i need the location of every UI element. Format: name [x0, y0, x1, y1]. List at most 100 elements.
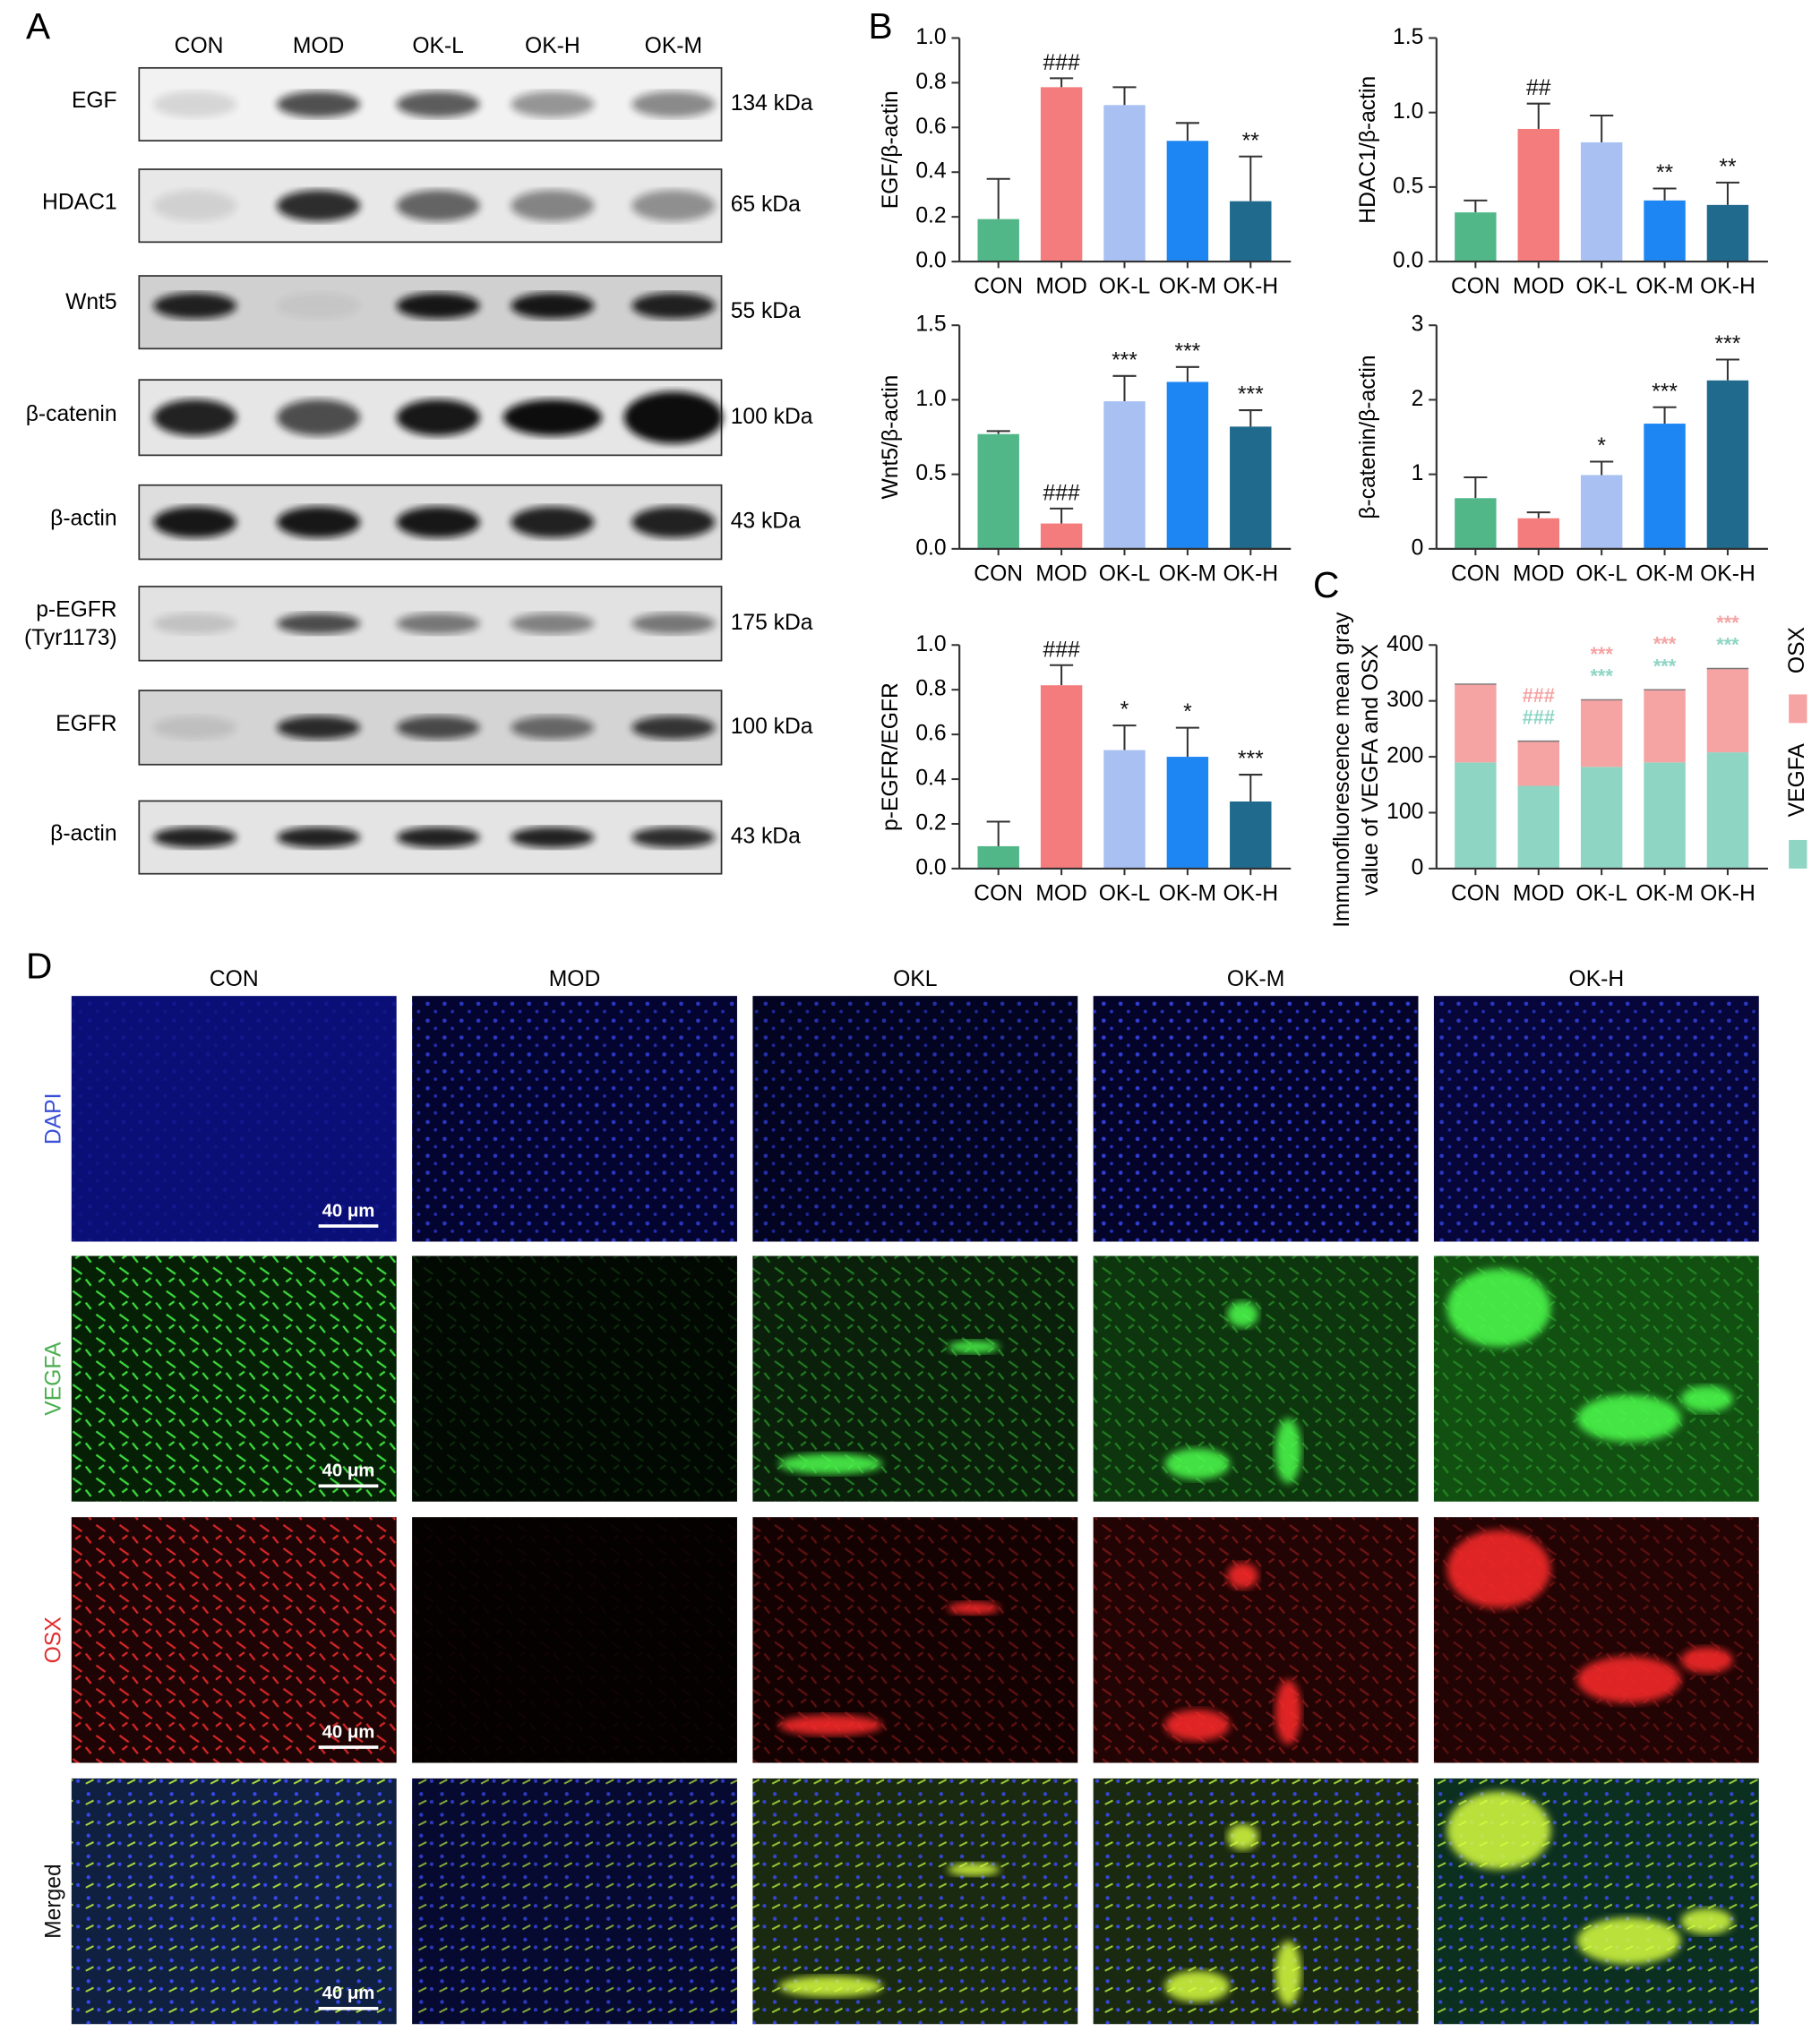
protein-label: HDAC1 [42, 190, 117, 214]
y-tick-label: 400 [1386, 632, 1423, 656]
x-tick-label: OK-M [1635, 881, 1693, 905]
blot-band [511, 90, 595, 117]
y-tick-label: 1.0 [915, 25, 946, 49]
fluorescent-region [948, 1601, 1000, 1616]
blot-band [511, 613, 595, 634]
bar-segment [1644, 690, 1686, 763]
blot-band [631, 716, 716, 740]
blot-band [396, 827, 480, 848]
bar [1166, 141, 1209, 262]
bar [977, 219, 1019, 262]
scale-bar-label: 40 μm [322, 1984, 375, 2003]
blot-band [623, 391, 723, 444]
fluorescent-region [948, 1863, 1000, 1876]
size-label: 65 kDa [731, 193, 801, 217]
lane-label: OK-M [645, 34, 702, 58]
blot-band [277, 399, 361, 436]
y-tick-label: 300 [1386, 688, 1423, 712]
fluorescent-region [1576, 1656, 1681, 1703]
scale-bar-label: 40 μm [322, 1201, 375, 1221]
panel-label: C [1313, 564, 1339, 605]
blot-band [396, 190, 480, 222]
significance-mark: ** [1719, 155, 1737, 179]
fluorescent-region [1576, 1394, 1681, 1442]
x-tick-label: OK-M [1159, 561, 1216, 586]
bar [1517, 518, 1559, 549]
fluorescent-region [1164, 1448, 1231, 1480]
bar [1103, 750, 1146, 869]
blot-band [277, 506, 361, 538]
bar-segment [1706, 752, 1749, 869]
fluorescent-region [1680, 1908, 1733, 1935]
bar [1455, 498, 1497, 549]
significance-mark: *** [1716, 612, 1739, 634]
significance-mark: * [1183, 700, 1192, 724]
micrograph-texture [1093, 1517, 1419, 1763]
blot-band [277, 190, 361, 222]
bar-segment [1580, 699, 1623, 767]
x-tick-label: CON [974, 881, 1023, 905]
blot-band [502, 399, 603, 436]
bar-segment [1517, 741, 1559, 786]
bar [1040, 523, 1083, 549]
blot-band [277, 292, 361, 319]
x-tick-label: MOD [1035, 275, 1087, 299]
fluorescent-region [1680, 1647, 1733, 1674]
blot-band [511, 827, 595, 848]
fluorescent-region [1227, 1562, 1258, 1589]
micrograph-texture [71, 1517, 397, 1763]
significance-mark: ## [1526, 76, 1551, 100]
significance-mark: ### [1043, 51, 1080, 75]
micrograph-texture [71, 1256, 397, 1502]
size-label: 43 kDa [731, 825, 801, 849]
blot-band [153, 90, 237, 117]
x-tick-label: OK-H [1223, 275, 1278, 299]
significance-mark: *** [1590, 643, 1613, 665]
x-tick-label: CON [1451, 561, 1500, 586]
blot-band [396, 90, 480, 117]
legend-label: OSX [1785, 627, 1809, 673]
panel-label: D [26, 945, 52, 986]
blot-band [511, 190, 595, 222]
blot-band [396, 399, 480, 436]
bar [1580, 475, 1623, 549]
significance-mark: * [1120, 699, 1129, 723]
bar [1103, 401, 1146, 549]
legend-label: VEGFA [1785, 743, 1809, 818]
stain-label: OSX [41, 1616, 65, 1663]
panel-label: B [869, 5, 893, 47]
significance-mark: ** [1656, 161, 1674, 185]
x-tick-label: CON [974, 275, 1023, 299]
size-label: 175 kDa [731, 611, 813, 635]
x-tick-label: CON [1451, 881, 1500, 905]
micrograph-texture [1093, 1778, 1419, 2025]
x-tick-label: OK-M [1159, 881, 1216, 905]
fluorescent-region [1447, 1791, 1551, 1870]
x-tick-label: OK-L [1099, 561, 1151, 586]
y-tick-label: 3 [1412, 313, 1424, 337]
y-tick-label: 2 [1412, 387, 1424, 411]
fluorescent-region [1227, 1823, 1258, 1850]
panel-label: A [26, 5, 51, 47]
y-tick-label: 0.5 [1393, 174, 1423, 198]
y-axis-label: p-EGFR/EGFR [879, 682, 903, 831]
size-label: 134 kDa [731, 91, 813, 116]
scale-bar-label: 40 μm [322, 1461, 375, 1481]
lane-label: OK-L [412, 34, 464, 58]
y-axis-label: EGF/β-actin [879, 90, 903, 209]
fluorescent-region [948, 1340, 1000, 1354]
bar [1517, 128, 1559, 262]
y-tick-label: 1.0 [915, 387, 946, 411]
y-tick-label: 200 [1386, 744, 1423, 768]
blot-band [153, 190, 237, 222]
size-label: 55 kDa [731, 299, 801, 323]
bar [1103, 105, 1146, 262]
stain-label: VEGFA [41, 1341, 65, 1416]
blot-band [631, 827, 716, 848]
significance-mark: *** [1590, 665, 1613, 688]
y-axis-label: β-catenin/β-actin [1356, 355, 1380, 519]
blot-band [396, 292, 480, 319]
y-tick-label: 0.6 [915, 115, 946, 139]
